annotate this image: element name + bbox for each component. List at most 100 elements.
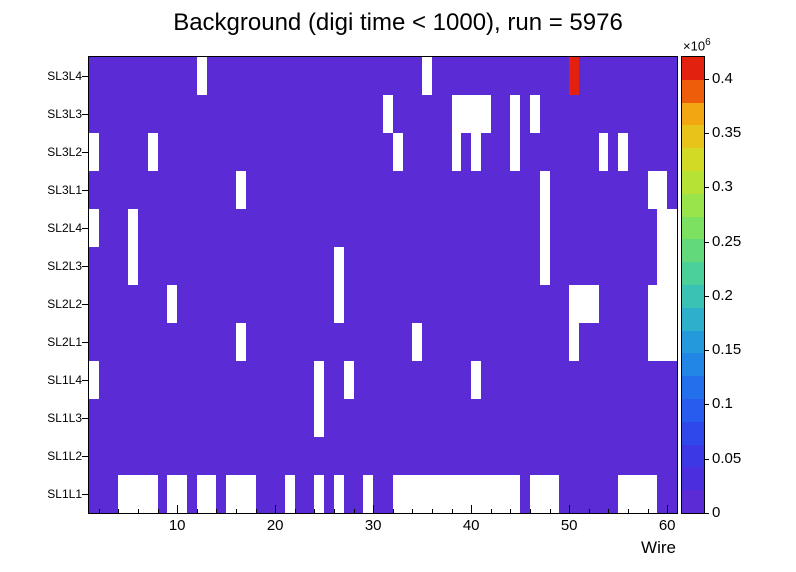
heatmap-empty-cell (579, 285, 589, 323)
colorbar-band (682, 352, 704, 377)
multiplier-base: ×10 (683, 38, 706, 54)
heatmap-empty-cell (461, 475, 472, 513)
colorbar-band (682, 466, 704, 491)
heatmap-empty-cell (167, 475, 178, 513)
y-axis-label: SL1L1 (47, 487, 82, 501)
heatmap-empty-cell (412, 475, 423, 513)
x-minor-tick (98, 509, 100, 513)
x-tick-label: 60 (658, 517, 676, 534)
y-axis-label: SL2L1 (47, 335, 82, 349)
heatmap-empty-cell (637, 475, 648, 513)
y-axis-label: SL3L2 (47, 145, 82, 159)
heatmap-empty-cell (647, 285, 658, 323)
y-tick (82, 418, 88, 419)
colorbar-tick (704, 133, 709, 134)
heatmap-empty-cell (392, 475, 403, 513)
heatmap-plot (88, 56, 678, 514)
heatmap-empty-cell (147, 133, 158, 171)
heatmap-empty-cell (89, 209, 99, 247)
heatmap-empty-cell (667, 323, 677, 361)
heatmap-empty-cell (128, 247, 138, 285)
colorbar-band (682, 398, 704, 422)
x-major-tick (373, 505, 375, 513)
colorbar-band (682, 330, 704, 354)
colorbar-band (682, 238, 704, 263)
y-axis-label: SL3L1 (47, 183, 82, 197)
y-axis-label: SL1L3 (47, 411, 82, 425)
x-tick-label: 10 (168, 517, 186, 534)
x-major-tick (667, 505, 669, 513)
heatmap-empty-cell (314, 361, 325, 399)
colorbar-band (682, 489, 704, 513)
colorbar-band (682, 421, 704, 445)
heatmap-empty-cell (334, 285, 344, 323)
x-minor-tick (236, 509, 237, 513)
colorbar-tick (704, 350, 709, 352)
x-minor-tick (294, 509, 296, 513)
heatmap-empty-cell (657, 285, 668, 323)
heatmap-empty-cell (89, 361, 99, 399)
colorbar-band (682, 57, 704, 80)
heatmap-empty-cell (451, 133, 462, 171)
heatmap-empty-cell (441, 475, 452, 513)
heatmap-empty-cell (245, 475, 256, 513)
x-minor-tick (628, 509, 629, 513)
colorbar-tick-label: 0.35 (712, 124, 742, 141)
colorbar (681, 56, 705, 514)
x-minor-tick (490, 509, 492, 513)
y-axis-label: SL3L3 (47, 107, 82, 121)
colorbar-tick-label: 0.25 (712, 232, 742, 250)
x-major-tick (471, 505, 473, 513)
x-minor-tick (530, 509, 531, 513)
heatmap-empty-cell (549, 475, 560, 513)
heatmap-empty-cell (196, 57, 207, 95)
colorbar-band (682, 124, 704, 149)
x-tick-label: 50 (560, 517, 578, 534)
heatmap-empty-cell (539, 209, 550, 247)
y-axis-label: SL1L2 (47, 449, 82, 463)
colorbar-tick-label: 0.4 (712, 69, 733, 87)
x-minor-tick (157, 509, 159, 513)
heatmap-empty-cell (471, 133, 481, 171)
heatmap-empty-cell (206, 475, 217, 513)
heatmap-empty-cell (657, 247, 668, 285)
x-tick-label: 20 (266, 517, 284, 534)
colorbar-tick-label: 0.2 (712, 286, 733, 304)
heatmap-empty-cell (236, 171, 246, 209)
heatmap-empty-cell (569, 285, 579, 323)
heatmap-empty-cell (226, 475, 236, 513)
heatmap-empty-cell (539, 247, 550, 285)
heatmap-empty-cell (334, 247, 344, 285)
heatmap-empty-cell (412, 323, 423, 361)
heatmap-empty-cell (618, 475, 628, 513)
colorbar-band (682, 79, 704, 103)
colorbar-band (682, 193, 704, 217)
colorbar-band (682, 147, 704, 171)
colorbar-band (682, 375, 704, 399)
heatmap-empty-cell (285, 475, 295, 513)
x-minor-tick (647, 509, 649, 513)
heatmap-empty-cell (667, 247, 677, 285)
colorbar-tick-label: 0.3 (712, 178, 733, 196)
colorbar-band (682, 444, 704, 468)
y-tick (82, 380, 88, 381)
y-tick (82, 304, 88, 305)
heatmap-empty-cell (657, 171, 668, 209)
heatmap-empty-cell (530, 95, 540, 133)
heatmap-empty-cell (128, 209, 138, 247)
heatmap-empty-cell (618, 133, 628, 171)
colorbar-band (682, 261, 704, 285)
heatmap-empty-cell (471, 95, 481, 133)
y-axis-label: SL2L2 (47, 297, 82, 311)
heatmap-empty-cell (569, 323, 579, 361)
heatmap-empty-cell (490, 475, 501, 513)
heatmap-empty-cell (657, 323, 668, 361)
colorbar-tick-label: 0.05 (712, 449, 742, 467)
x-major-tick (177, 505, 179, 513)
heatmap-empty-cell (363, 475, 374, 513)
heatmap-empty-cell (422, 475, 432, 513)
y-tick (82, 266, 88, 267)
x-minor-tick (216, 509, 218, 513)
heatmap-empty-cell (647, 323, 658, 361)
